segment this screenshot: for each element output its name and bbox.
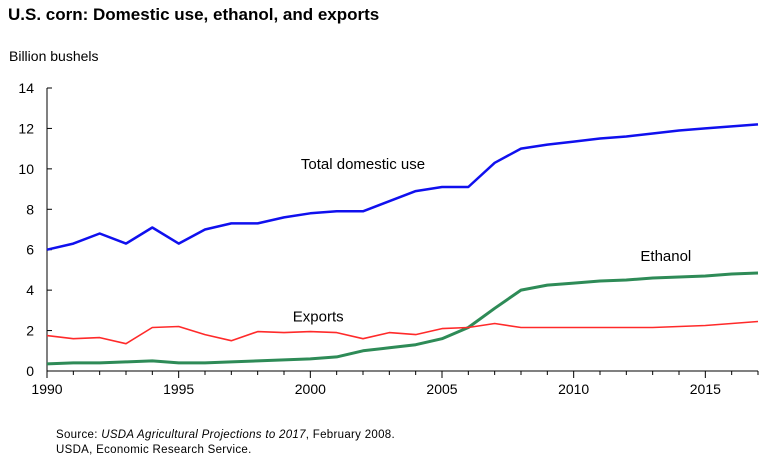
source-note: Source: USDA Agricultural Projections to… (56, 428, 395, 458)
y-tick-label: 0 (26, 363, 34, 379)
y-tick-label: 6 (26, 242, 34, 258)
y-tick-label: 8 (26, 201, 34, 217)
x-tick-label: 2000 (295, 381, 326, 397)
y-tick-label: 4 (26, 282, 34, 298)
y-tick-label: 12 (18, 120, 34, 136)
x-tick-label: 2015 (690, 381, 721, 397)
series-line-ethanol (46, 271, 759, 366)
chart-title: U.S. corn: Domestic use, ethanol, and ex… (8, 5, 380, 24)
series-line-total-domestic-use (46, 123, 759, 251)
y-tick-label: 14 (18, 80, 34, 96)
y-tick-label: 10 (18, 161, 34, 177)
x-tick-label: 2010 (558, 381, 589, 397)
source-suffix: , February 2008. (305, 429, 395, 441)
series-line-exports (46, 320, 759, 345)
x-tick-label: 1995 (163, 381, 194, 397)
source-agency: USDA, Economic Research Service. (56, 444, 252, 456)
source-title: USDA Agricultural Projections to 2017 (101, 429, 306, 441)
y-axis-unit-label: Billion bushels (9, 48, 99, 64)
x-tick-label: 2005 (426, 381, 457, 397)
source-prefix: Source: (56, 429, 102, 441)
y-tick-label: 2 (26, 323, 34, 339)
series-label-ethanol: Ethanol (640, 248, 691, 265)
series-label-exports: Exports (293, 308, 344, 325)
series-label-total-domestic-use: Total domestic use (301, 156, 425, 173)
x-tick-label: 1990 (31, 381, 62, 397)
